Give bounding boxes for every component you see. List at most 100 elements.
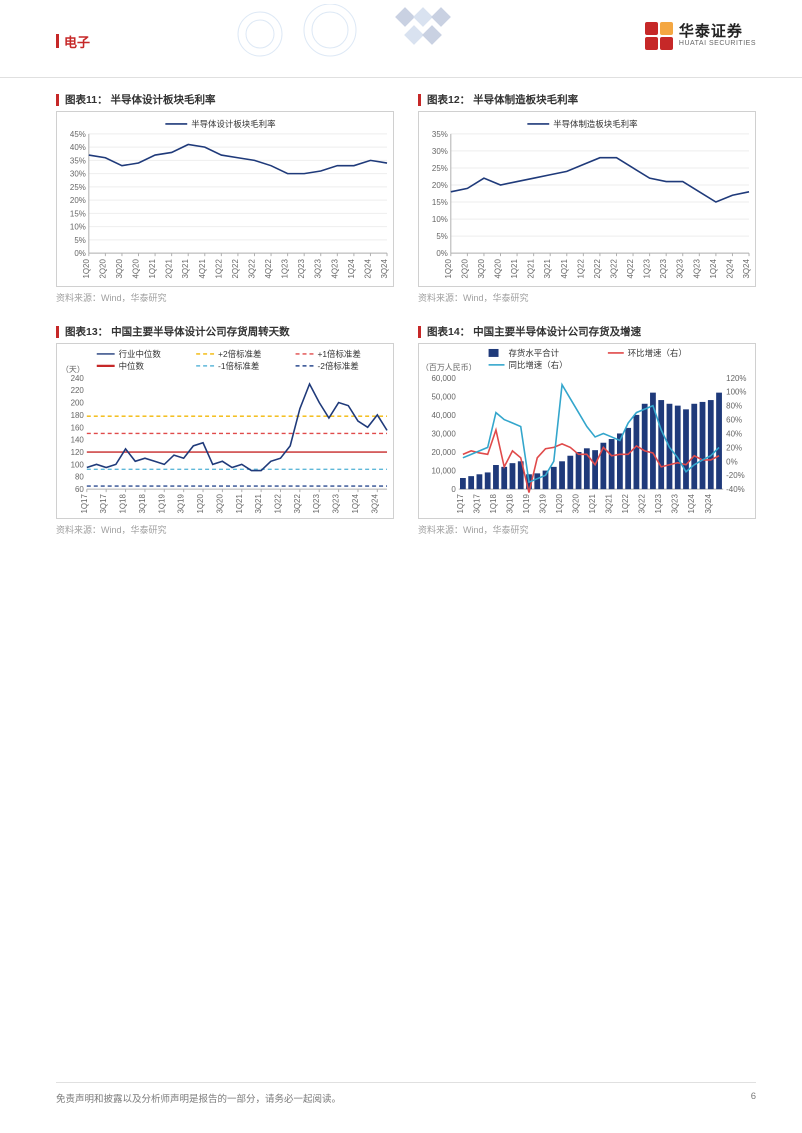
svg-text:1Q24: 1Q24	[351, 494, 360, 514]
svg-text:+1倍标准差: +1倍标准差	[317, 349, 360, 359]
svg-text:1Q23: 1Q23	[281, 259, 290, 279]
chart-14-title: 图表14： 中国主要半导体设计公司存货及增速	[427, 324, 641, 339]
chart-14-plot: （百万人民币） 0 10,000 20,000 30,000 40,000 50,000 60…	[419, 344, 755, 519]
svg-text:1Q23: 1Q23	[643, 259, 652, 279]
logo-text-en: HUATAI SECURITIES	[679, 40, 756, 47]
svg-text:3Q20: 3Q20	[215, 494, 224, 514]
svg-text:3Q21: 3Q21	[181, 259, 190, 279]
svg-text:220: 220	[71, 386, 85, 395]
svg-text:3Q23: 3Q23	[332, 494, 341, 514]
svg-text:0: 0	[451, 485, 456, 494]
footer-disclaimer: 免责声明和披露以及分析师声明是报告的一部分，请务必一起阅读。	[56, 1091, 341, 1105]
svg-text:-1倍标准差: -1倍标准差	[218, 361, 259, 371]
svg-text:1Q20: 1Q20	[82, 259, 91, 279]
header-decoration	[220, 4, 480, 60]
svg-text:1Q20: 1Q20	[196, 494, 205, 514]
chart-12-plot: 0%5%10%15%20%25%30%35%1Q202Q203Q204Q201Q…	[419, 112, 755, 287]
svg-text:中位数: 中位数	[119, 361, 145, 371]
header-accent	[56, 34, 59, 48]
svg-text:20,000: 20,000	[431, 448, 456, 457]
svg-text:80%: 80%	[726, 402, 742, 411]
svg-text:120%: 120%	[726, 374, 746, 383]
svg-text:3Q17: 3Q17	[99, 494, 108, 514]
chart-11: 图表11： 半导体设计板块毛利率 0%5%10%15%20%25%30%35%4…	[56, 92, 394, 304]
svg-text:40%: 40%	[70, 143, 86, 152]
svg-text:45%: 45%	[70, 130, 86, 139]
svg-text:行业中位数: 行业中位数	[119, 349, 162, 359]
svg-text:3Q17: 3Q17	[472, 494, 481, 514]
svg-text:3Q20: 3Q20	[115, 259, 124, 279]
svg-text:3Q23: 3Q23	[314, 259, 323, 279]
svg-text:20%: 20%	[432, 181, 448, 190]
svg-text:-2倍标准差: -2倍标准差	[317, 361, 358, 371]
svg-text:1Q19: 1Q19	[157, 494, 166, 514]
svg-text:2Q20: 2Q20	[460, 259, 469, 279]
svg-text:1Q22: 1Q22	[576, 259, 585, 279]
svg-text:35%: 35%	[70, 156, 86, 165]
svg-text:1Q21: 1Q21	[588, 494, 597, 514]
svg-text:30%: 30%	[432, 147, 448, 156]
svg-text:（百万人民币）: （百万人民币）	[421, 363, 477, 372]
svg-text:60,000: 60,000	[431, 374, 456, 383]
svg-text:1Q24: 1Q24	[709, 259, 718, 279]
svg-text:50,000: 50,000	[431, 392, 456, 401]
svg-text:5%: 5%	[436, 232, 447, 241]
svg-text:3Q24: 3Q24	[380, 259, 389, 279]
logo-text-cn: 华泰证券	[679, 24, 756, 40]
chart-13-source: 资料来源：Wind，华泰研究	[56, 523, 394, 536]
svg-text:2Q23: 2Q23	[659, 259, 668, 279]
svg-text:4Q20: 4Q20	[132, 259, 141, 279]
chart-14: 图表14： 中国主要半导体设计公司存货及增速 （百万人民币） 0 10,000 20,…	[418, 324, 756, 536]
svg-text:0%: 0%	[74, 249, 85, 258]
svg-text:1Q24: 1Q24	[347, 259, 356, 279]
svg-text:160: 160	[71, 423, 85, 432]
svg-text:60: 60	[75, 485, 84, 494]
svg-text:3Q23: 3Q23	[676, 259, 685, 279]
chart-12: 图表12： 半导体制造板块毛利率 0%5%10%15%20%25%30%35%1…	[418, 92, 756, 304]
svg-text:4Q21: 4Q21	[560, 259, 569, 279]
svg-text:+2倍标准差: +2倍标准差	[218, 349, 261, 359]
svg-text:25%: 25%	[432, 164, 448, 173]
svg-text:1Q23: 1Q23	[312, 494, 321, 514]
svg-text:环比增速（右）: 环比增速（右）	[628, 348, 687, 358]
svg-text:4Q23: 4Q23	[692, 259, 701, 279]
charts-grid: 图表11： 半导体设计板块毛利率 0%5%10%15%20%25%30%35%4…	[56, 92, 756, 536]
svg-text:1Q22: 1Q22	[273, 494, 282, 514]
svg-text:3Q24: 3Q24	[704, 494, 713, 514]
svg-text:10%: 10%	[70, 223, 86, 232]
chart-12-title: 图表12： 半导体制造板块毛利率	[427, 92, 578, 107]
brand-logo: 华泰证券 HUATAI SECURITIES	[645, 22, 756, 50]
chart-13-plot: （天）60801001201401601802002202401Q173Q171…	[57, 344, 393, 519]
svg-text:0%: 0%	[436, 249, 447, 258]
chart-11-plot: 0%5%10%15%20%25%30%35%40%45%1Q202Q203Q20…	[57, 112, 393, 287]
svg-text:10,000: 10,000	[431, 467, 456, 476]
svg-text:1Q18: 1Q18	[489, 494, 498, 514]
svg-text:1Q21: 1Q21	[148, 259, 157, 279]
svg-text:1Q18: 1Q18	[119, 494, 128, 514]
chart-14-source: 资料来源：Wind，华泰研究	[418, 523, 756, 536]
svg-text:100%: 100%	[726, 388, 746, 397]
svg-text:1Q21: 1Q21	[510, 259, 519, 279]
svg-text:3Q19: 3Q19	[539, 494, 548, 514]
svg-text:3Q21: 3Q21	[254, 494, 263, 514]
chart-12-source: 资料来源：Wind，华泰研究	[418, 291, 756, 304]
svg-text:3Q22: 3Q22	[293, 494, 302, 514]
svg-text:1Q19: 1Q19	[522, 494, 531, 514]
svg-text:4Q20: 4Q20	[494, 259, 503, 279]
svg-text:3Q23: 3Q23	[671, 494, 680, 514]
logo-mark-icon	[645, 22, 673, 50]
svg-text:30,000: 30,000	[431, 429, 456, 438]
svg-text:3Q22: 3Q22	[638, 494, 647, 514]
svg-text:同比增速（右）: 同比增速（右）	[508, 360, 567, 370]
svg-text:5%: 5%	[74, 236, 85, 245]
svg-text:-40%: -40%	[726, 485, 745, 494]
svg-text:1Q21: 1Q21	[235, 494, 244, 514]
svg-text:40,000: 40,000	[431, 411, 456, 420]
svg-text:1Q17: 1Q17	[80, 494, 89, 514]
svg-text:3Q18: 3Q18	[138, 494, 147, 514]
svg-text:2Q22: 2Q22	[231, 259, 240, 279]
svg-text:10%: 10%	[432, 215, 448, 224]
svg-text:3Q22: 3Q22	[247, 259, 256, 279]
svg-text:20%: 20%	[726, 443, 742, 452]
svg-text:240: 240	[71, 374, 85, 383]
